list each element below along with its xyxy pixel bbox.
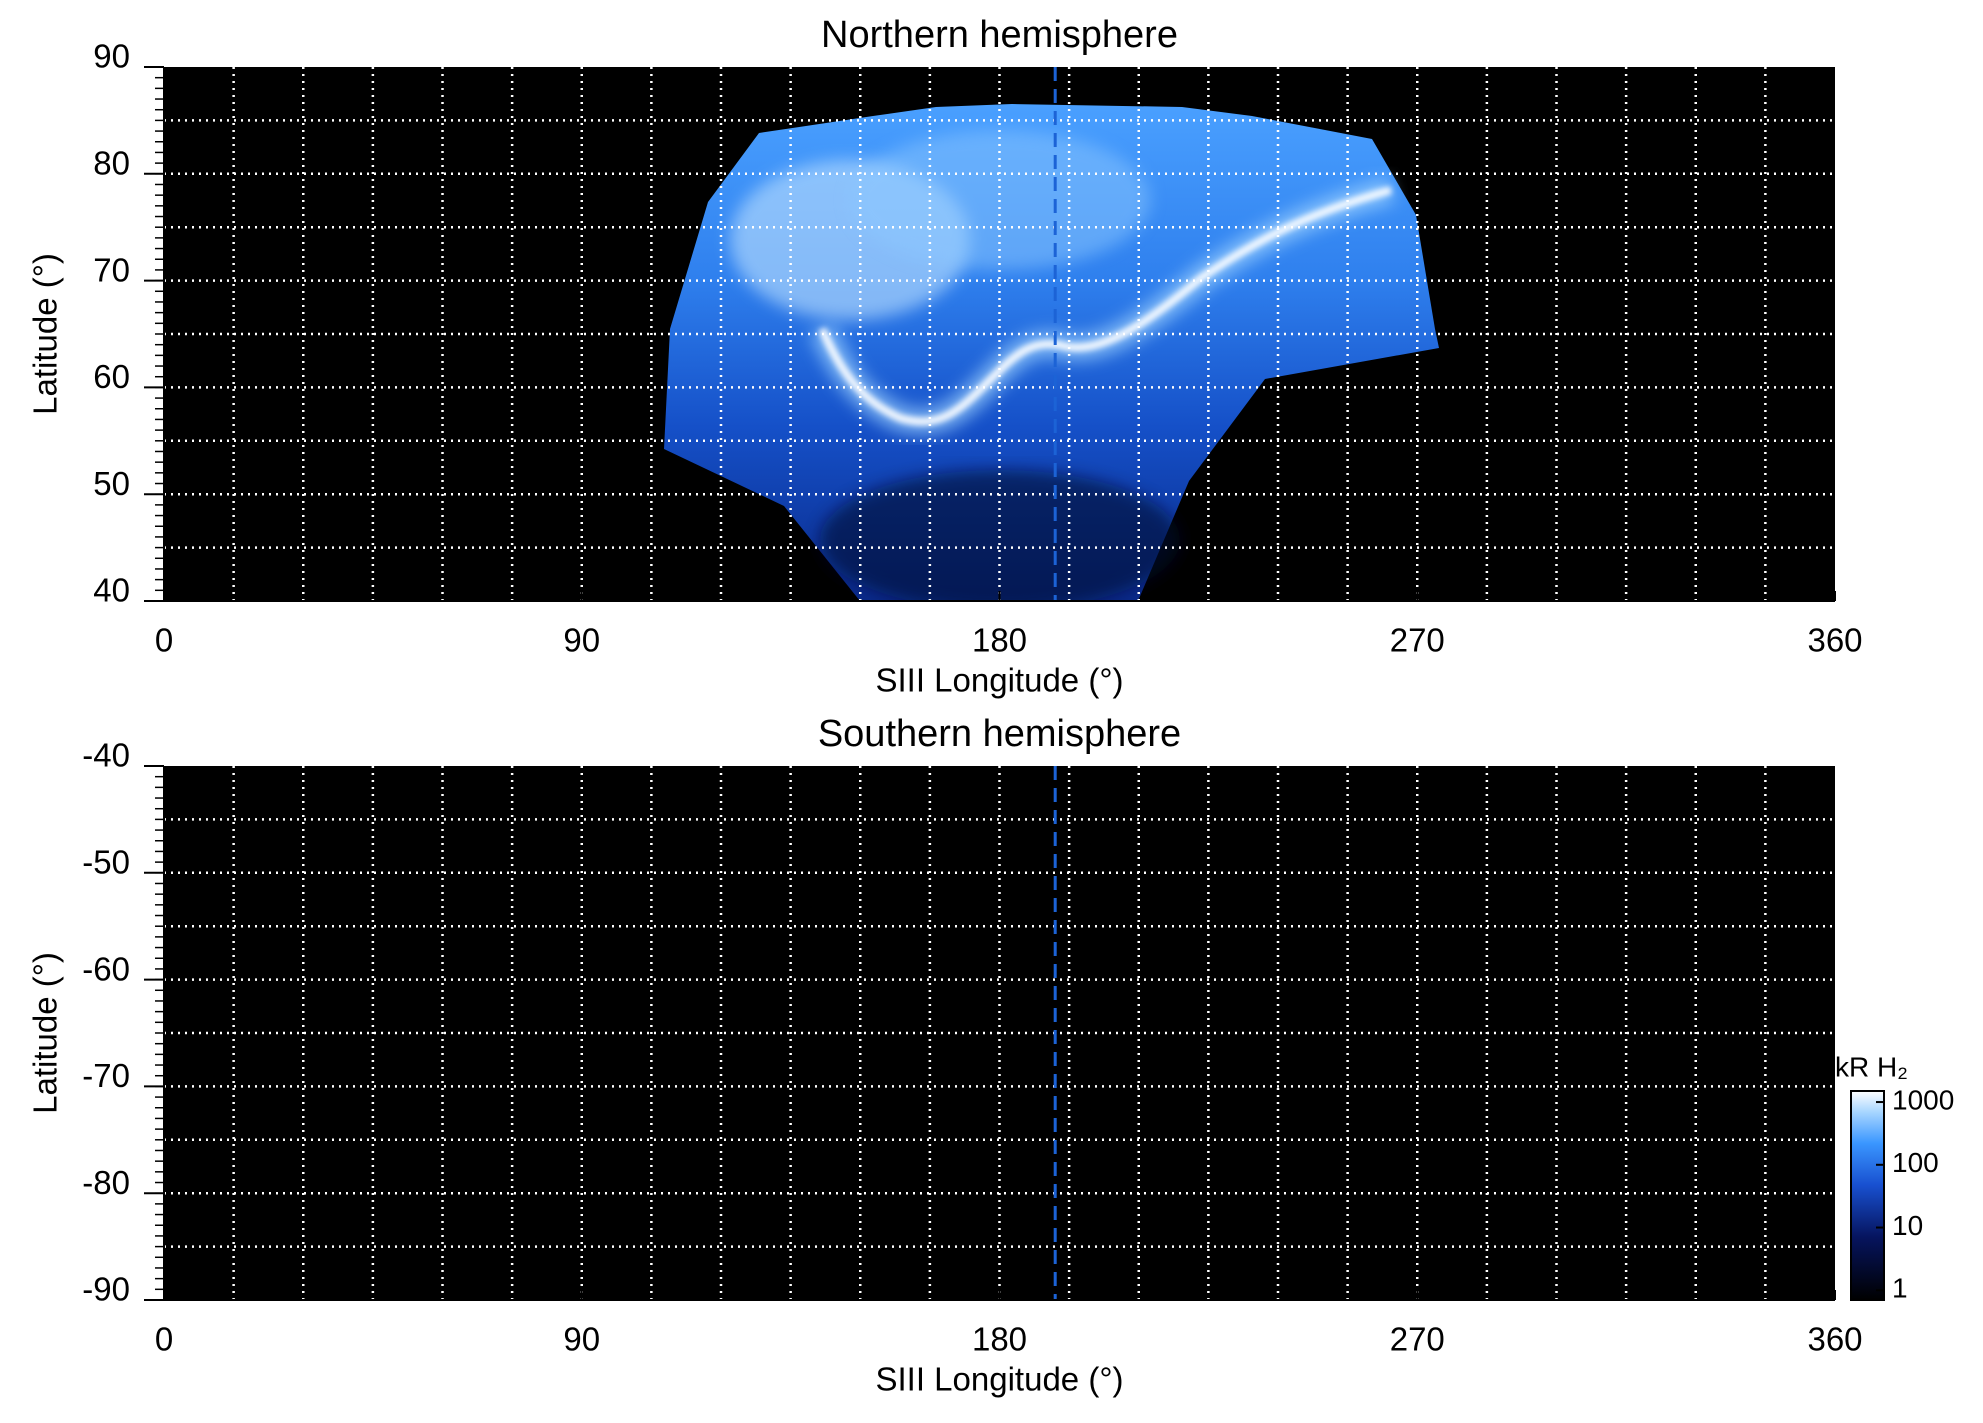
colorbar-tick-label: 10 — [1892, 1210, 1923, 1241]
y-tick-label: -50 — [82, 844, 130, 881]
y-tick-label: -80 — [82, 1164, 130, 1201]
y-tick-label: -70 — [82, 1057, 130, 1094]
y-tick-label: -40 — [82, 737, 130, 774]
chart-title: Southern hemisphere — [818, 713, 1181, 755]
x-tick-label: 0 — [155, 1321, 173, 1358]
colorbar-tick-label: 1000 — [1892, 1084, 1954, 1115]
x-tick-label: 90 — [563, 622, 600, 659]
colorbar-label: kR H₂ — [1835, 1051, 1908, 1082]
main-oval — [818, 186, 1393, 426]
colorbar-tick-label: 1 — [1892, 1273, 1908, 1304]
chart-title: Northern hemisphere — [821, 14, 1178, 56]
x-tick-label: 0 — [155, 622, 173, 659]
x-tick-label: 90 — [563, 1321, 600, 1358]
y-tick-label: -90 — [82, 1271, 130, 1308]
y-tick-label: 40 — [93, 572, 130, 609]
y-tick-label: 50 — [93, 465, 130, 502]
axes-layer: 40 50 60 70 80 90 0 90 180 270 360 Northern hemisph… — [27, 14, 1955, 1398]
y-axis-label: Latitude (°) — [27, 952, 64, 1114]
x-tick-label: 270 — [1390, 622, 1445, 659]
y-tick-label: 70 — [93, 251, 130, 288]
y-tick-label: 90 — [93, 38, 130, 75]
x-axis-label: SIII Longitude (°) — [876, 662, 1124, 699]
x-tick-label: 270 — [1390, 1321, 1445, 1358]
y-axis-label: Latitude (°) — [27, 253, 64, 415]
y-tick-label: -60 — [82, 950, 130, 987]
x-tick-label: 180 — [972, 1321, 1027, 1358]
x-axis-label: SIII Longitude (°) — [876, 1361, 1124, 1398]
colorbar-tick-label: 100 — [1892, 1147, 1939, 1178]
colorbar-scale — [1850, 1090, 1885, 1301]
dim-region — [820, 470, 1180, 601]
x-tick-label: 180 — [972, 622, 1027, 659]
x-tick-label: 360 — [1807, 1321, 1862, 1358]
x-tick-label: 360 — [1807, 622, 1862, 659]
y-tick-label: 60 — [93, 358, 130, 395]
y-tick-label: 80 — [93, 145, 130, 182]
